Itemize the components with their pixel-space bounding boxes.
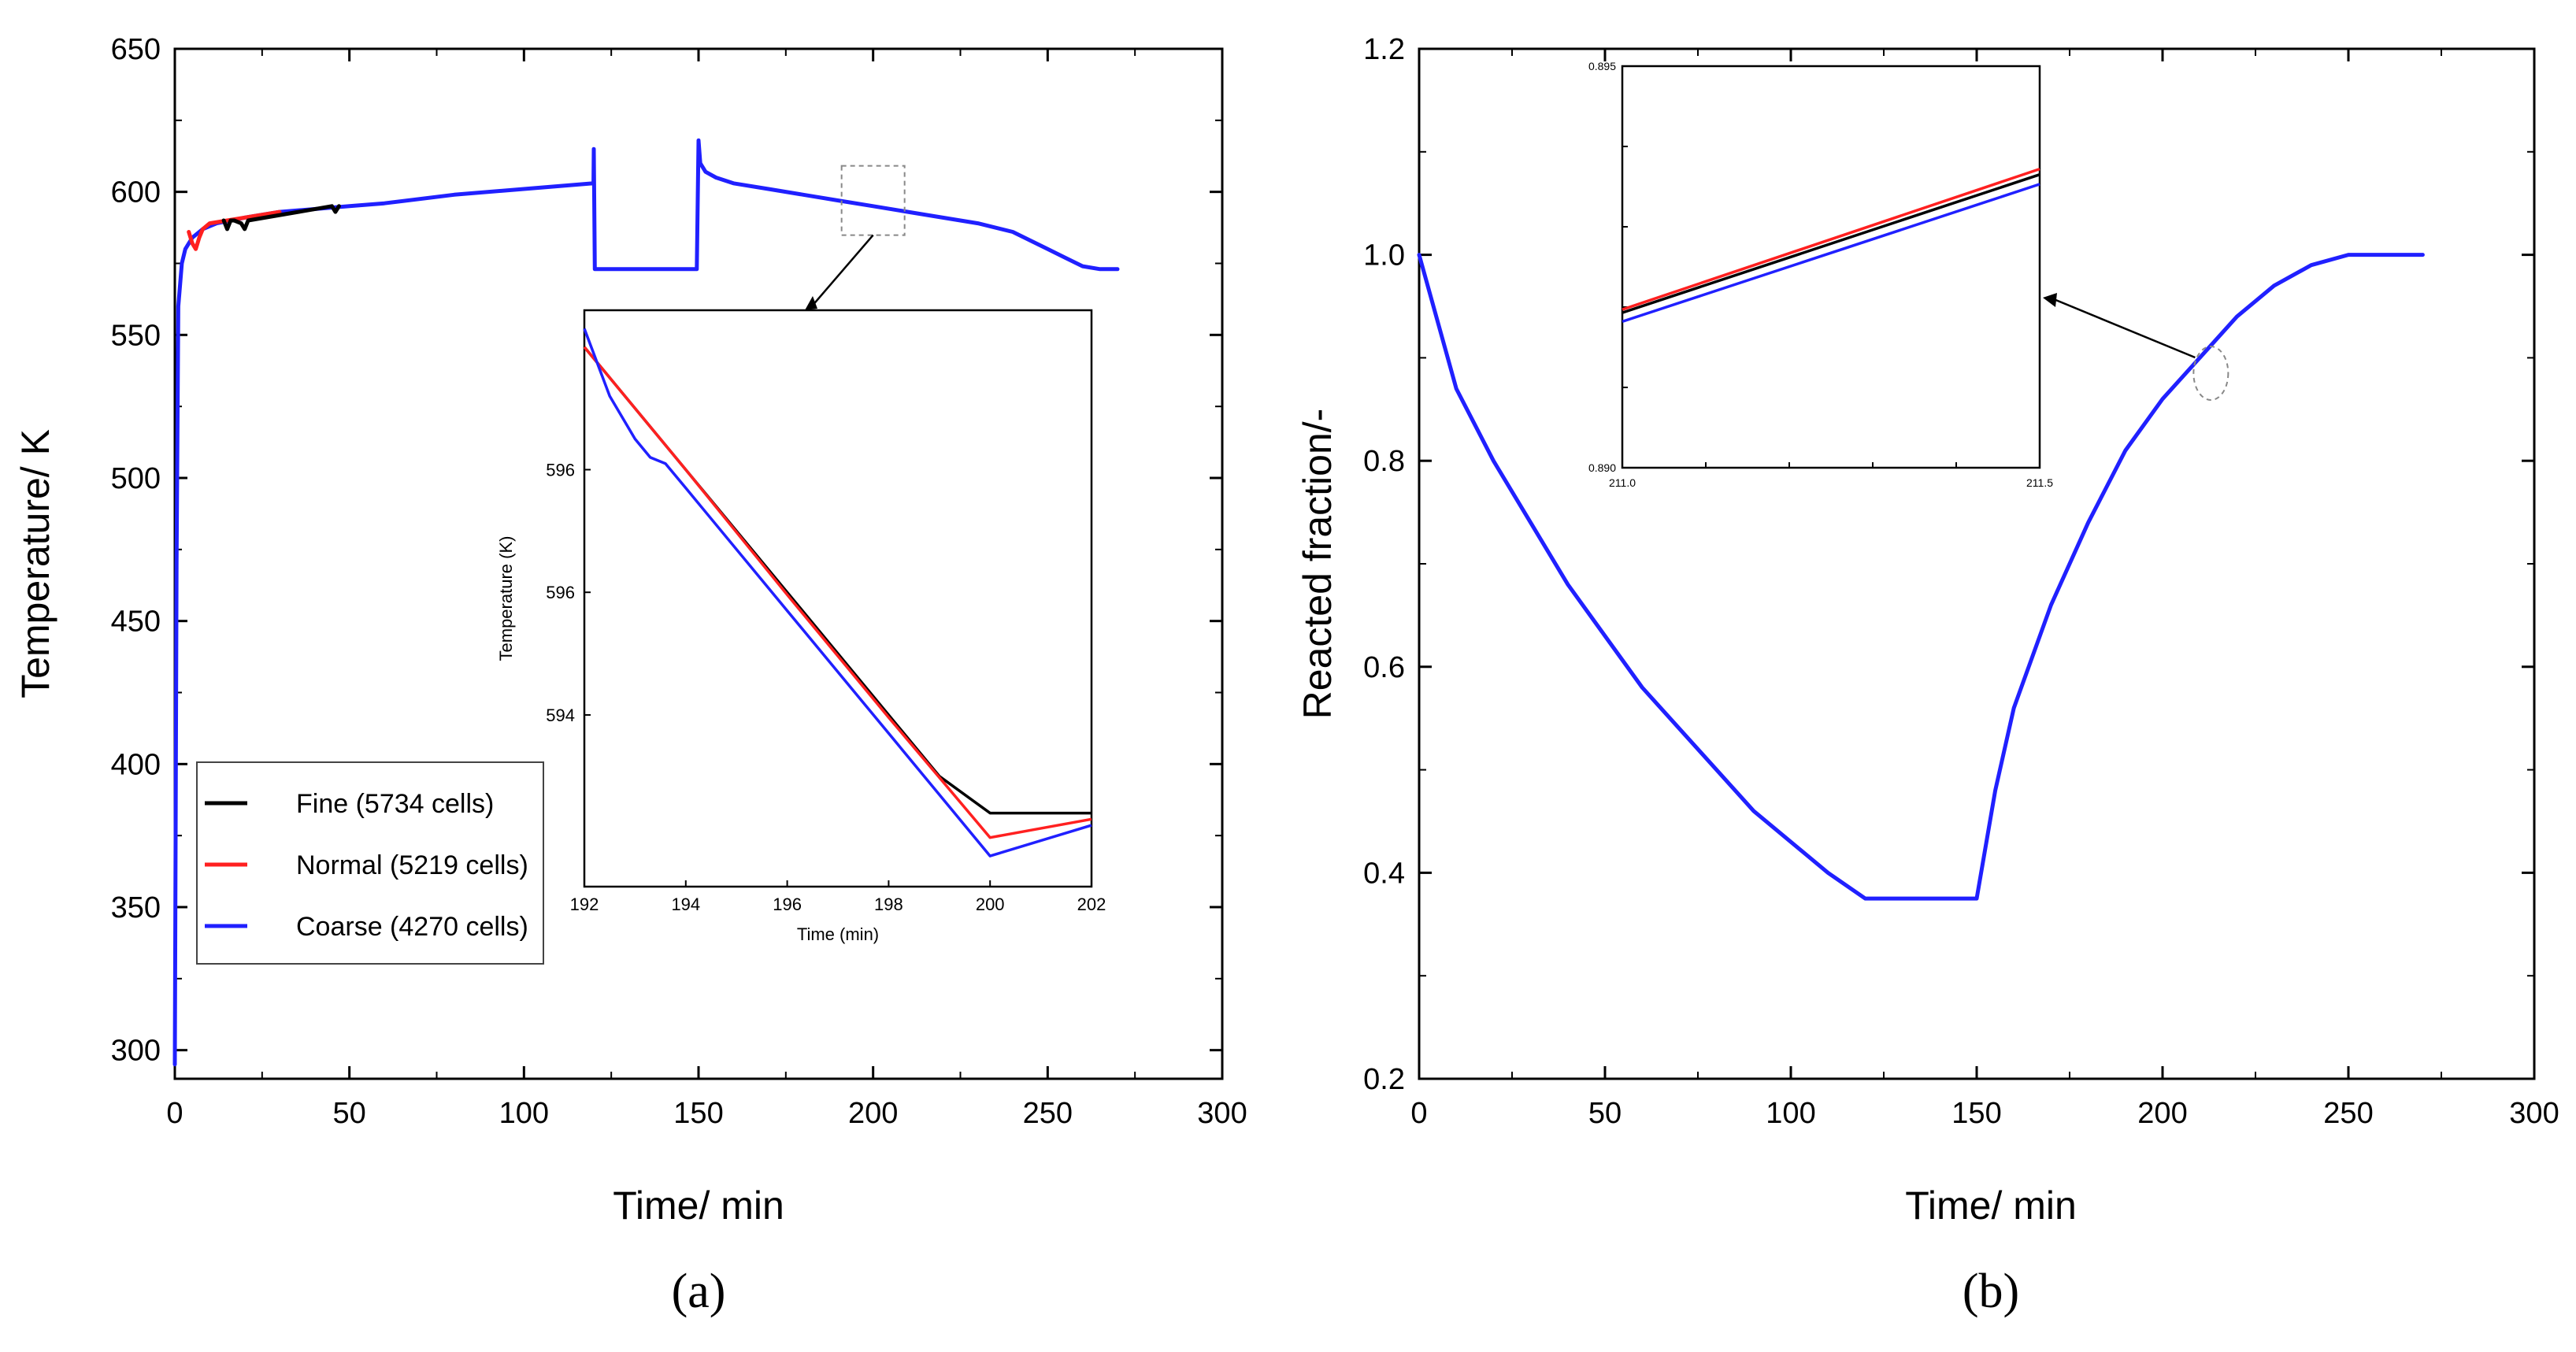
b-inset-series-normal: [1622, 167, 2040, 311]
a-y-tick-label: 450: [111, 606, 161, 639]
a-inset-x-tick-label: 196: [773, 895, 802, 914]
panel-a: 0 50 100 150 200 250 300 300 350 400 450 500 550 600 6…: [13, 33, 1247, 1318]
a-y-tick-label: 400: [111, 748, 161, 781]
a-x-tick-label: 50: [333, 1097, 366, 1130]
a-zoom-box: [840, 165, 906, 236]
a-x-tick-label: 100: [499, 1097, 549, 1130]
b-inset-y-tick-label: 0.890: [1588, 461, 1616, 474]
a-inset-x-tick-label: 192: [570, 895, 599, 914]
a-inset-x-tick-label: 200: [976, 895, 1005, 914]
a-x-tick-label: 150: [673, 1097, 723, 1130]
a-series-coarse: [172, 138, 1120, 1067]
a-x-tick-label: 0: [166, 1097, 183, 1130]
a-y-tick-label: 300: [111, 1035, 161, 1068]
a-legend-box: [196, 761, 544, 965]
a-inset-x-tick-label: 194: [671, 895, 700, 914]
b-zoom-arrowhead: [2043, 293, 2057, 307]
b-inset-y-tick-label: 0.895: [1588, 60, 1616, 72]
a-inset-y-tick-label: 594: [546, 706, 575, 725]
b-y-axis-title: Reacted fraction/-: [1295, 409, 1340, 720]
a-inset-y-tick-label: 596: [546, 460, 575, 480]
b-y-tick-label: 0.6: [1363, 651, 1405, 684]
b-zoom-ellipse: [2192, 346, 2229, 402]
a-inset-y-tick-label: 596: [546, 583, 575, 602]
b-inset-series-coarse: [1622, 183, 2040, 324]
a-legend-label-coarse: Coarse (4270 cells): [296, 912, 528, 942]
panel-b: 0 50 100 150 200 250 300 0.2 0.4 0.6 0.8 1.0 1.2 Time…: [1295, 33, 2559, 1318]
a-inset-y-axis-title: Temperature (K): [496, 536, 516, 661]
b-x-tick-label: 0: [1410, 1097, 1427, 1130]
a-panel-label: (a): [672, 1265, 726, 1318]
b-y-tick-label: 0.8: [1363, 445, 1405, 478]
a-legend-label-fine: Fine (5734 cells): [296, 789, 494, 819]
a-inset-x-tick-label: 198: [874, 895, 903, 914]
b-y-tick-label: 0.2: [1363, 1063, 1405, 1096]
b-x-axis-title: Time/ min: [1905, 1183, 2077, 1228]
a-y-tick-label: 550: [111, 319, 161, 352]
a-y-tick-label: 500: [111, 462, 161, 495]
a-inset-series-coarse: [583, 328, 1092, 858]
a-y-tick-label: 600: [111, 176, 161, 209]
a-inset-x-tick-label: 202: [1077, 895, 1106, 914]
b-series-coarse: [1417, 253, 2425, 901]
b-zoom-arrow: [2053, 298, 2196, 359]
a-inset-frame: [583, 309, 1093, 888]
a-y-tick-label: 350: [111, 891, 161, 924]
b-y-tick-label: 1.0: [1363, 239, 1405, 272]
a-y-axis-title: Temperature/ K: [13, 429, 57, 698]
b-y-tick-label: 1.2: [1363, 33, 1405, 66]
a-x-tick-label: 300: [1197, 1097, 1247, 1130]
b-x-tick-label: 50: [1588, 1097, 1622, 1130]
a-x-tick-label: 200: [848, 1097, 898, 1130]
a-legend-label-normal: Normal (5219 cells): [296, 850, 528, 880]
a-series-fine: [221, 204, 341, 232]
b-x-tick-label: 150: [1951, 1097, 2001, 1130]
a-series-normal: [187, 209, 282, 251]
b-y-tick-label: 0.4: [1363, 857, 1405, 890]
b-inset-series-fine: [1622, 173, 2040, 314]
a-inset-x-axis-title: Time (min): [797, 924, 879, 944]
b-inset-x-tick-label: 211.5: [2026, 476, 2053, 489]
b-x-tick-label: 300: [2509, 1097, 2559, 1130]
b-x-tick-label: 100: [1766, 1097, 1815, 1130]
a-inset-series-normal: [583, 346, 1092, 839]
a-x-tick-label: 250: [1023, 1097, 1073, 1130]
b-panel-label: (b): [1963, 1265, 2019, 1318]
a-x-axis-title: Time/ min: [613, 1183, 784, 1228]
a-zoom-arrowhead: [805, 296, 817, 310]
b-inset-x-tick-label: 211.0: [1609, 476, 1636, 489]
a-y-tick-label: 650: [111, 33, 161, 66]
a-zoom-arrow: [810, 234, 874, 308]
b-x-tick-label: 250: [2323, 1097, 2373, 1130]
b-x-tick-label: 200: [2137, 1097, 2187, 1130]
b-inset-frame: [1621, 65, 2041, 469]
